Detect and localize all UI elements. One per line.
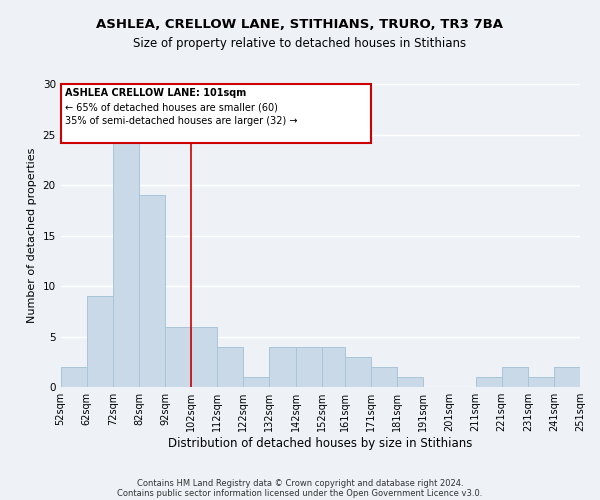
Bar	[371, 367, 397, 387]
Bar	[345, 357, 371, 387]
Text: Size of property relative to detached houses in Stithians: Size of property relative to detached ho…	[133, 38, 467, 51]
Bar	[244, 377, 269, 387]
Bar	[322, 347, 345, 387]
Bar	[139, 195, 165, 387]
Text: ASHLEA, CRELLOW LANE, STITHIANS, TRURO, TR3 7BA: ASHLEA, CRELLOW LANE, STITHIANS, TRURO, …	[97, 18, 503, 30]
X-axis label: Distribution of detached houses by size in Stithians: Distribution of detached houses by size …	[168, 437, 473, 450]
Bar	[87, 296, 113, 387]
Text: Contains public sector information licensed under the Open Government Licence v3: Contains public sector information licen…	[118, 488, 482, 498]
Bar	[61, 367, 87, 387]
Bar	[269, 347, 296, 387]
Bar	[217, 347, 244, 387]
Bar	[554, 367, 580, 387]
Y-axis label: Number of detached properties: Number of detached properties	[27, 148, 37, 324]
Bar	[191, 326, 217, 387]
Bar	[502, 367, 528, 387]
Bar	[165, 326, 191, 387]
Text: Contains HM Land Registry data © Crown copyright and database right 2024.: Contains HM Land Registry data © Crown c…	[137, 478, 463, 488]
Bar	[528, 377, 554, 387]
Bar	[296, 347, 322, 387]
Bar	[476, 377, 502, 387]
Bar	[61, 84, 371, 142]
Text: 35% of semi-detached houses are larger (32) →: 35% of semi-detached houses are larger (…	[65, 116, 297, 126]
Text: ← 65% of detached houses are smaller (60): ← 65% of detached houses are smaller (60…	[65, 102, 277, 112]
Bar	[397, 377, 424, 387]
Bar	[113, 134, 139, 387]
Text: ASHLEA CRELLOW LANE: 101sqm: ASHLEA CRELLOW LANE: 101sqm	[65, 88, 246, 98]
